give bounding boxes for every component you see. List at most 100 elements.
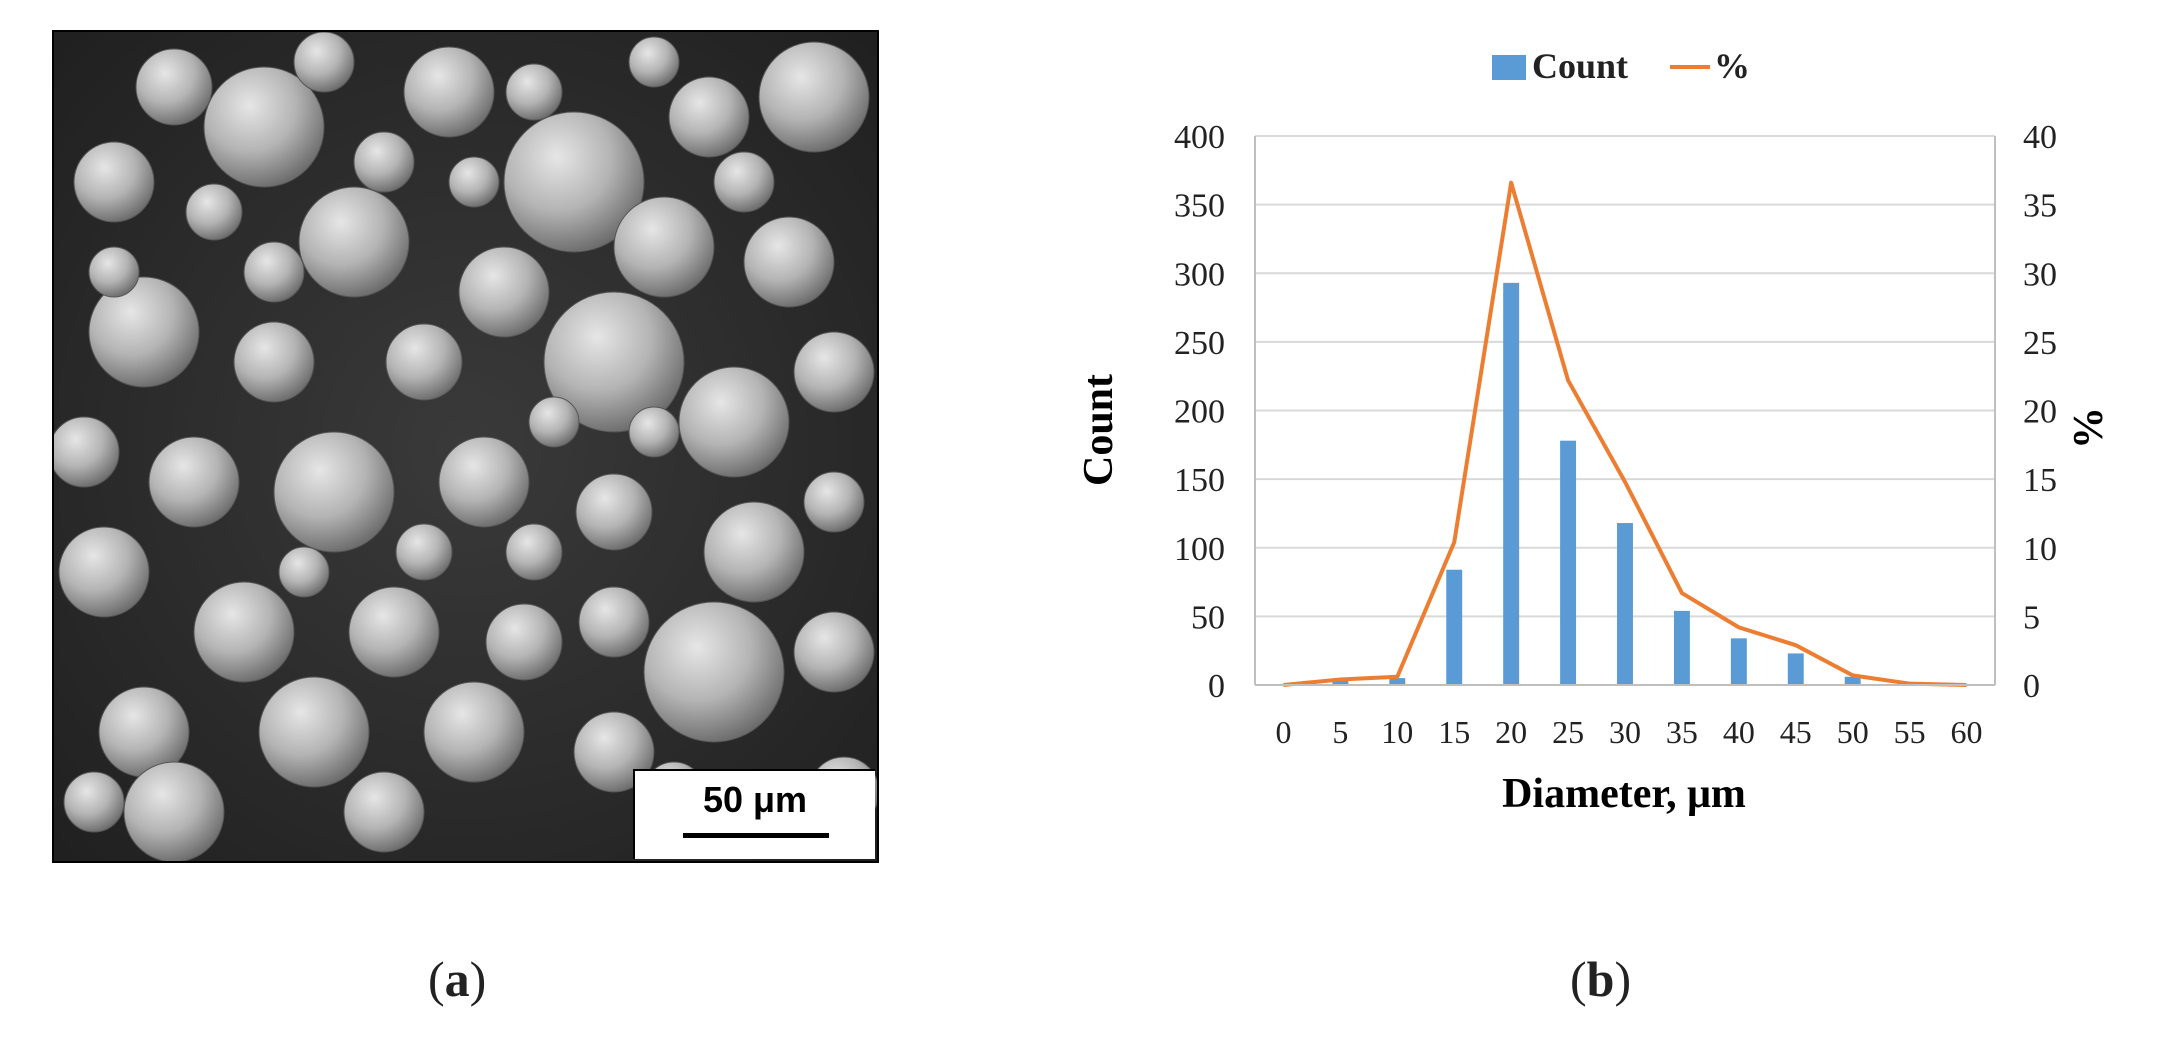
count-bar	[1332, 680, 1349, 685]
powder-particle	[758, 41, 870, 153]
y-tick-label: 0	[1208, 668, 1225, 705]
powder-particle	[528, 396, 580, 448]
caption-a: (a)	[428, 951, 487, 1007]
powder-particle	[643, 601, 785, 743]
powder-particle	[703, 501, 805, 603]
powder-particle	[54, 416, 120, 488]
legend: Count%	[1492, 46, 1750, 86]
powder-particle	[678, 366, 790, 478]
powder-particle	[743, 216, 835, 308]
sem-micrograph: 50 μm	[52, 30, 879, 863]
powder-particle	[343, 771, 425, 853]
powder-particle	[233, 321, 315, 403]
powder-particle	[193, 581, 295, 683]
x-tick-label: 5	[1332, 714, 1348, 750]
y-tick-label: 300	[1174, 256, 1225, 293]
powder-particles-image	[54, 32, 877, 861]
powder-particle	[148, 436, 240, 528]
x-tick-label: 55	[1894, 714, 1926, 750]
count-bars	[1332, 282, 1918, 685]
powder-particle	[258, 676, 370, 788]
scale-bar-box: 50 μm	[633, 769, 875, 859]
x-axis-ticks: 0 5 10 15 20 25 30 35 40 45 50 55 60	[1275, 714, 1982, 750]
y2-tick-label: 0	[2023, 668, 2040, 705]
powder-particle	[243, 241, 305, 303]
y-tick-label: 100	[1174, 531, 1225, 568]
x-tick-label: 25	[1552, 714, 1584, 750]
powder-particle	[293, 32, 355, 93]
powder-particle	[628, 36, 680, 88]
powder-particle	[278, 546, 330, 598]
powder-particle	[353, 131, 415, 193]
powder-particle	[448, 156, 500, 208]
powder-particle	[543, 291, 685, 433]
powder-particle	[348, 586, 440, 678]
powder-particle	[395, 523, 453, 581]
y-tick-label: 250	[1174, 325, 1225, 362]
powder-particle	[505, 63, 563, 121]
y-axis-label: Count	[1076, 374, 1122, 486]
x-axis-label: Diameter, μm	[1502, 771, 1746, 817]
percent-series-line	[1283, 180, 1967, 687]
powder-particle	[485, 603, 563, 681]
count-bar	[1617, 523, 1633, 685]
powder-particle	[575, 473, 653, 551]
powder-particle	[793, 611, 875, 693]
x-tick-label: 15	[1438, 714, 1470, 750]
powder-particle	[385, 323, 463, 401]
powder-particle	[58, 526, 150, 618]
scale-bar-label: 50 μm	[702, 779, 808, 820]
y-tick-label: 200	[1174, 394, 1225, 431]
count-bar	[1730, 638, 1747, 685]
powder-particle	[63, 771, 125, 833]
x-tick-label: 40	[1723, 714, 1755, 750]
y-tick-label: 400	[1174, 119, 1225, 156]
x-tick-label: 50	[1837, 714, 1869, 750]
y2-tick-label: 25	[2023, 325, 2057, 362]
percent-line	[1283, 180, 1967, 687]
x-tick-label: 0	[1275, 714, 1291, 750]
right-axis-ticks: 0 5 10 15 20 25 30 35 40	[2023, 119, 2057, 705]
count-bar	[1503, 282, 1520, 685]
left-axis-ticks: 0 50 100 150 200 250 300 350 400	[1174, 119, 1225, 705]
powder-particle	[803, 471, 865, 533]
x-tick-label: 60	[1951, 714, 1983, 750]
y-tick-label: 150	[1174, 462, 1225, 499]
count-bar	[1673, 610, 1690, 685]
caption-b: (b)	[1570, 951, 1632, 1007]
powder-particle	[578, 586, 650, 658]
powder-particle	[628, 406, 680, 458]
powder-particle	[423, 681, 525, 783]
powder-particle	[403, 46, 495, 138]
powder-particle	[298, 186, 410, 298]
y2-tick-label: 15	[2023, 462, 2057, 499]
scale-bar	[683, 833, 829, 838]
y2-axis-label: %	[2066, 407, 2112, 449]
powder-particle	[273, 431, 395, 553]
y2-tick-label: 5	[2023, 599, 2040, 636]
x-tick-label: 45	[1780, 714, 1812, 750]
y2-tick-label: 10	[2023, 531, 2057, 568]
powder-particle	[668, 76, 750, 158]
powder-particle	[458, 246, 550, 338]
count-bar	[1787, 653, 1804, 685]
powder-particle	[793, 331, 875, 413]
powder-particle	[88, 276, 200, 388]
count-bar	[1844, 676, 1861, 685]
y-tick-label: 350	[1174, 188, 1225, 225]
powder-particle	[135, 48, 213, 126]
y2-tick-label: 40	[2023, 119, 2057, 156]
powder-particle	[73, 141, 155, 223]
axes	[1254, 136, 1996, 686]
y2-tick-label: 35	[2023, 188, 2057, 225]
x-tick-label: 20	[1495, 714, 1527, 750]
legend-swatch-count	[1492, 55, 1526, 80]
powder-particle	[88, 246, 140, 298]
y-tick-label: 50	[1191, 599, 1225, 636]
powder-particle	[503, 111, 645, 253]
x-tick-label: 30	[1609, 714, 1641, 750]
powder-particle	[203, 66, 325, 188]
legend-label-percent: %	[1714, 46, 1750, 86]
powder-particle	[613, 196, 715, 298]
